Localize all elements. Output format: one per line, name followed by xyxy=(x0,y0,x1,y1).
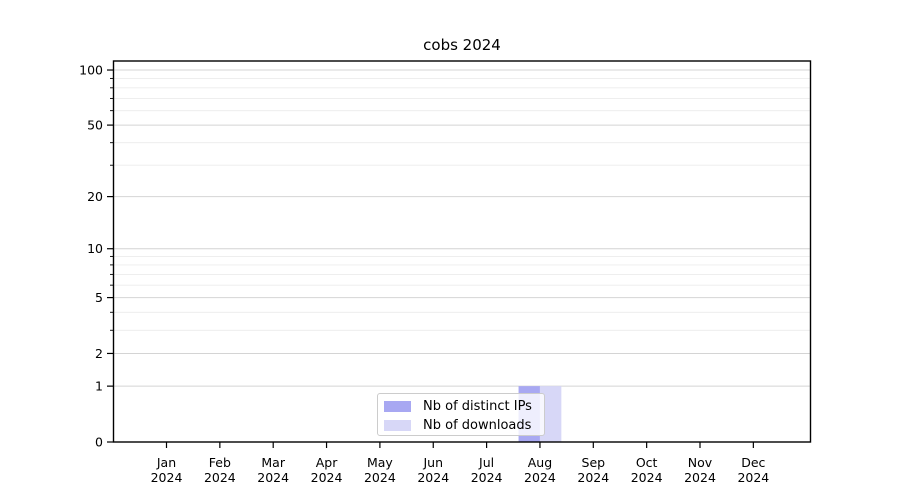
y-tick-label-100: 100 xyxy=(79,63,103,78)
y-tick-label-50: 50 xyxy=(87,118,103,133)
x-tick-label-jul: Jul xyxy=(478,455,494,470)
x-tick-year-apr: 2024 xyxy=(311,470,343,485)
y-tick-label-5: 5 xyxy=(95,290,103,305)
x-tick-label-oct: Oct xyxy=(636,455,658,470)
x-tick-label-sep: Sep xyxy=(582,455,606,470)
legend-swatch-distinct-ips-icon xyxy=(384,401,411,412)
x-tick-year-jan: 2024 xyxy=(151,470,183,485)
x-tick-year-mar: 2024 xyxy=(257,470,289,485)
y-tick-label-10: 10 xyxy=(87,241,103,256)
x-tick-year-jul: 2024 xyxy=(471,470,503,485)
x-tick-year-aug: 2024 xyxy=(524,470,556,485)
x-tick-label-may: May xyxy=(367,455,393,470)
x-tick-label-aug: Aug xyxy=(528,455,552,470)
y-tick-label-1: 1 xyxy=(95,379,103,394)
x-tick-label-jun: Jun xyxy=(422,455,443,470)
x-tick-year-oct: 2024 xyxy=(631,470,663,485)
legend-item-distinct-ips: Nb of distinct IPs xyxy=(384,397,538,416)
y-tick-label-0: 0 xyxy=(95,435,103,450)
legend-label-distinct-ips: Nb of distinct IPs xyxy=(423,399,532,414)
legend-item-downloads: Nb of downloads xyxy=(384,416,538,435)
x-tick-label-dec: Dec xyxy=(741,455,765,470)
x-tick-year-jun: 2024 xyxy=(417,470,449,485)
legend-swatch-downloads-icon xyxy=(384,420,411,431)
y-tick-label-20: 20 xyxy=(87,189,103,204)
plot-frame xyxy=(112,60,812,443)
x-tick-year-nov: 2024 xyxy=(684,470,716,485)
x-tick-label-nov: Nov xyxy=(688,455,713,470)
legend-label-downloads: Nb of downloads xyxy=(423,418,532,433)
y-tick-label-2: 2 xyxy=(95,346,103,361)
bar-nb-of-downloads-aug xyxy=(539,386,562,442)
x-tick-year-dec: 2024 xyxy=(737,470,769,485)
legend: Nb of distinct IPs Nb of downloads xyxy=(377,393,545,436)
x-tick-label-feb: Feb xyxy=(209,455,231,470)
x-tick-year-feb: 2024 xyxy=(204,470,236,485)
x-tick-year-sep: 2024 xyxy=(577,470,609,485)
x-tick-year-may: 2024 xyxy=(364,470,396,485)
x-tick-label-apr: Apr xyxy=(316,455,338,470)
x-tick-label-mar: Mar xyxy=(261,455,285,470)
chart-title: cobs 2024 xyxy=(423,36,501,54)
x-tick-label-jan: Jan xyxy=(156,455,176,470)
